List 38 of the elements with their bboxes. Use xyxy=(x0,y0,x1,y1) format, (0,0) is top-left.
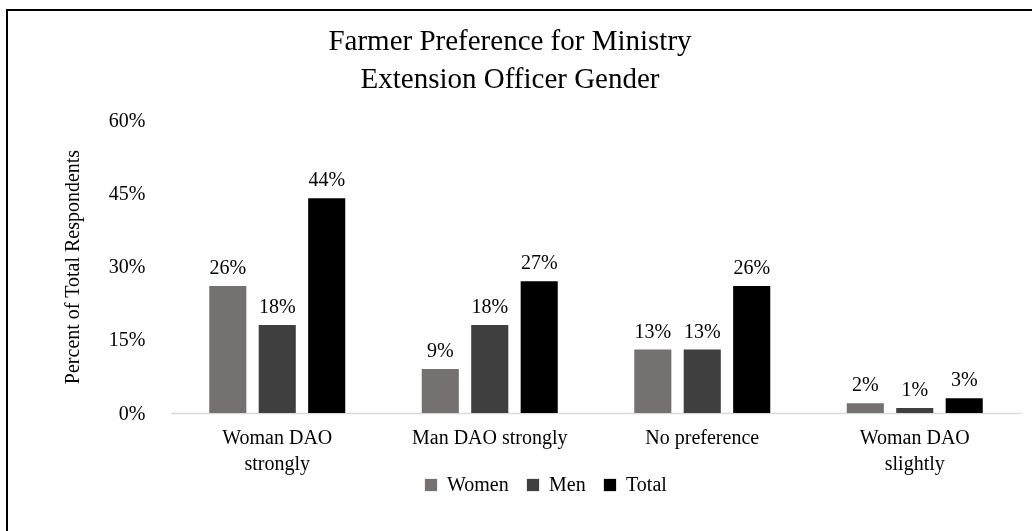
bar xyxy=(308,198,346,413)
bar xyxy=(733,286,771,413)
data-label: 13% xyxy=(634,319,672,342)
bar xyxy=(520,281,558,413)
y-tick-label: 45% xyxy=(108,181,146,204)
data-label: 44% xyxy=(308,168,346,191)
x-tick-label: Woman DAO strongly xyxy=(222,425,333,475)
data-label: 1% xyxy=(901,378,929,401)
data-label: 3% xyxy=(950,368,978,391)
bar xyxy=(846,403,884,413)
bar xyxy=(683,349,721,413)
data-label: 2% xyxy=(851,373,879,396)
data-label: 18% xyxy=(258,295,296,318)
data-label: 13% xyxy=(683,319,721,342)
y-tick-label: 0% xyxy=(118,401,146,424)
bar xyxy=(896,408,934,413)
data-label: 18% xyxy=(471,295,509,318)
x-tick-label: No preference xyxy=(645,425,760,449)
x-tick-label: Woman DAO slightly xyxy=(859,425,970,475)
data-label: 9% xyxy=(426,339,454,362)
data-label: 26% xyxy=(733,256,771,279)
bar xyxy=(471,325,509,413)
chart-title: Farmer Preference for Ministry Extension Officer Gender xyxy=(328,24,693,94)
y-tick-label: 30% xyxy=(108,255,146,277)
y-tick-label: 60% xyxy=(108,108,146,131)
y-tick-label: 15% xyxy=(108,328,146,351)
data-label: 26% xyxy=(209,256,247,279)
legend-label: Total xyxy=(626,473,668,495)
bar xyxy=(945,398,983,413)
legend-label: Women xyxy=(447,473,509,495)
data-label: 27% xyxy=(520,251,558,274)
bar xyxy=(634,349,672,413)
x-tick-label: Man DAO strongly xyxy=(411,425,568,449)
bar xyxy=(421,369,459,413)
bar xyxy=(209,286,247,413)
legend-label: Men xyxy=(549,473,586,495)
y-axis-title: Percent of Total Respondents xyxy=(60,149,84,385)
bar xyxy=(258,325,296,413)
